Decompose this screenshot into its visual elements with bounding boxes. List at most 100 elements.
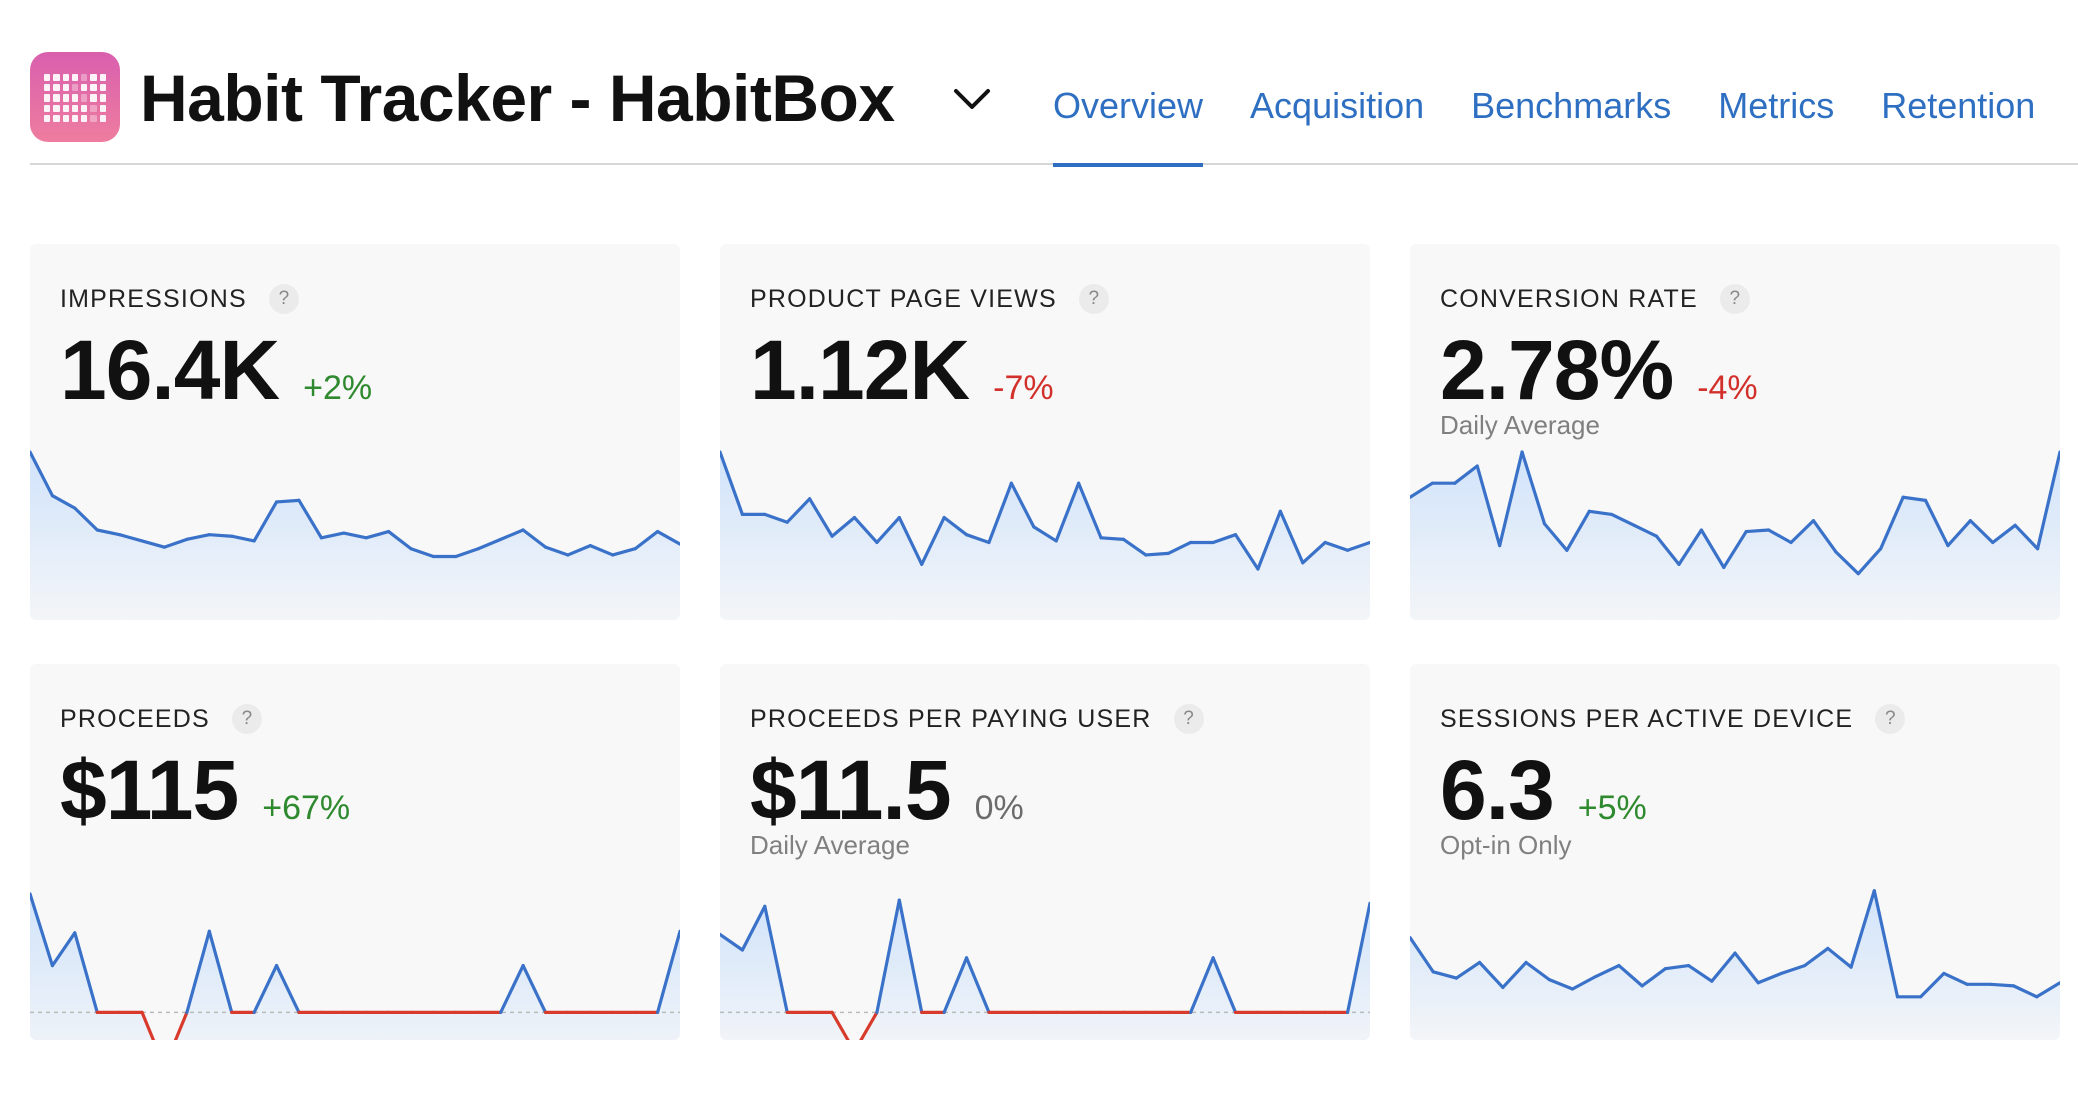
sparkline-segment xyxy=(50,494,77,510)
help-icon[interactable]: ? xyxy=(1173,704,1204,734)
proceeds-per-paying-user-card[interactable]: PROCEEDS PER PAYING USER ? $11.5 0% Dail… xyxy=(720,664,1370,1040)
habit-grid-icon xyxy=(30,52,120,142)
sparkline-segment xyxy=(1570,974,1598,991)
tab-metrics[interactable]: Metrics xyxy=(1718,85,1835,126)
proceeds-card[interactable]: PROCEEDS ? $115 +67% xyxy=(30,664,680,1040)
sparkline-segment xyxy=(521,528,548,549)
sparkline-segment xyxy=(1301,540,1327,565)
impressions-card[interactable]: IMPRESSIONS ? 16.4K +2% xyxy=(30,244,680,620)
sparkline-segment xyxy=(1834,550,1860,576)
help-icon[interactable]: ? xyxy=(268,284,299,314)
sparkline-segment xyxy=(1009,481,1036,529)
app-title[interactable]: Habit Tracker - HabitBox xyxy=(140,61,895,135)
sparkline-segment xyxy=(1744,528,1771,534)
sparkline-segment xyxy=(1475,464,1502,548)
sparkline-segment xyxy=(297,498,323,540)
sparkline-area xyxy=(30,893,680,1040)
metric-delta: -4% xyxy=(1697,369,1758,407)
sparkline-segment xyxy=(1410,481,1435,499)
sparkline-chart xyxy=(1410,889,2060,1040)
conversion-rate-card[interactable]: CONVERSION RATE ? 2.78% -4% Daily Averag… xyxy=(1410,244,2060,620)
sparkline-segment xyxy=(1524,960,1551,982)
sparkline-segment xyxy=(95,528,122,537)
metric-delta: -7% xyxy=(993,369,1054,407)
sparkline-chart xyxy=(30,892,680,1040)
app-header: Habit Tracker - HabitBox Overview Acquis… xyxy=(30,0,2078,167)
help-icon[interactable]: ? xyxy=(1875,704,1906,734)
sparkline-segment xyxy=(207,533,234,538)
sparkline-segment xyxy=(73,931,99,1014)
sparkline-segment xyxy=(720,932,745,952)
sparkline-segment xyxy=(1189,956,1215,1014)
sparkline-segment xyxy=(1849,889,1876,969)
metric-subtitle: Daily Average xyxy=(750,830,910,860)
sparkline-segment xyxy=(1166,540,1193,556)
sparkline-segment xyxy=(1923,498,1950,548)
sparkline-segment xyxy=(1856,547,1883,576)
sparkline-segment xyxy=(1789,519,1816,545)
tab-retention[interactable]: Retention xyxy=(1881,85,2036,126)
sparkline-segment xyxy=(1699,528,1726,570)
sparkline-segment xyxy=(118,533,144,543)
sparkline-segment xyxy=(1345,540,1370,552)
metric-value: 1.12K xyxy=(750,323,970,417)
sparkline-segment xyxy=(1542,522,1569,552)
sparkline-segment xyxy=(830,515,857,538)
sparkline-segment xyxy=(230,534,256,543)
sparkline-segment xyxy=(274,963,301,1014)
sparkline-segment xyxy=(655,529,680,546)
card-label: SESSIONS PER ACTIVE DEVICE xyxy=(1440,704,1854,733)
sparkline-segment xyxy=(785,497,812,524)
tab-benchmarks[interactable]: Benchmarks xyxy=(1471,85,1672,126)
sparkline-segment xyxy=(207,929,234,1014)
sparkline-segment xyxy=(942,956,969,1014)
sparkline-segment xyxy=(964,956,991,1014)
sparkline-segment xyxy=(1121,537,1148,557)
sparkline-segment xyxy=(1617,963,1644,988)
metric-value: 2.78% xyxy=(1440,323,1674,417)
sparkline-segment xyxy=(1501,960,1528,990)
sparkline-segment xyxy=(499,963,525,1014)
sparkline-segment xyxy=(1879,495,1905,551)
sparkline-segment xyxy=(1144,551,1170,557)
sparkline-segment xyxy=(2035,981,2060,999)
sparkline-segment xyxy=(1710,951,1737,983)
sparkline-segment xyxy=(185,929,211,1014)
sparkline-segment xyxy=(852,515,879,545)
sparkline-chart xyxy=(1410,450,2060,620)
sparkline-chart xyxy=(720,898,1370,1040)
sparkline-segment xyxy=(1520,450,1547,526)
sessions-per-active-device-card[interactable]: SESSIONS PER ACTIVE DEVICE ? 6.3 +5% Opt… xyxy=(1410,664,2060,1040)
sparkline-segment xyxy=(2013,523,2040,551)
card-label: IMPRESSIONS xyxy=(60,284,247,313)
sparkline-segment xyxy=(1901,495,1928,502)
sparkline-segment xyxy=(364,529,391,540)
sparkline-segment xyxy=(476,537,503,551)
chevron-down-icon[interactable] xyxy=(952,86,992,112)
sparkline-segment xyxy=(252,963,279,1014)
product-page-views-card[interactable]: PRODUCT PAGE VIEWS ? 1.12K -7% xyxy=(720,244,1370,620)
sparkline-segment xyxy=(942,515,969,537)
tab-acquisition[interactable]: Acquisition xyxy=(1250,85,1425,126)
sparkline-segment xyxy=(252,500,279,543)
sparkline-segment xyxy=(543,545,570,557)
sparkline-segment xyxy=(30,450,55,498)
help-icon[interactable]: ? xyxy=(231,704,262,734)
tab-overview[interactable]: Overview xyxy=(1053,84,1204,167)
metric-value: $115 xyxy=(60,743,239,837)
sparkline-segment xyxy=(1677,528,1703,566)
metric-value: 6.3 xyxy=(1440,743,1555,837)
metric-delta: +67% xyxy=(262,789,351,827)
sparkline-segment xyxy=(1278,509,1305,565)
sparkline-segment xyxy=(2035,450,2060,551)
sparkline-segment xyxy=(1594,963,1621,979)
sparkline-segment xyxy=(319,531,346,540)
help-icon[interactable]: ? xyxy=(1719,284,1750,314)
help-icon[interactable]: ? xyxy=(1078,284,1109,314)
sparkline-segment xyxy=(1779,963,1807,976)
sparkline-segment xyxy=(185,533,211,541)
sparkline-segment xyxy=(1968,519,1995,545)
sparkline-segment xyxy=(1431,970,1459,980)
sparkline-segment xyxy=(1722,529,1748,570)
sparkline-segment xyxy=(1453,464,1479,485)
